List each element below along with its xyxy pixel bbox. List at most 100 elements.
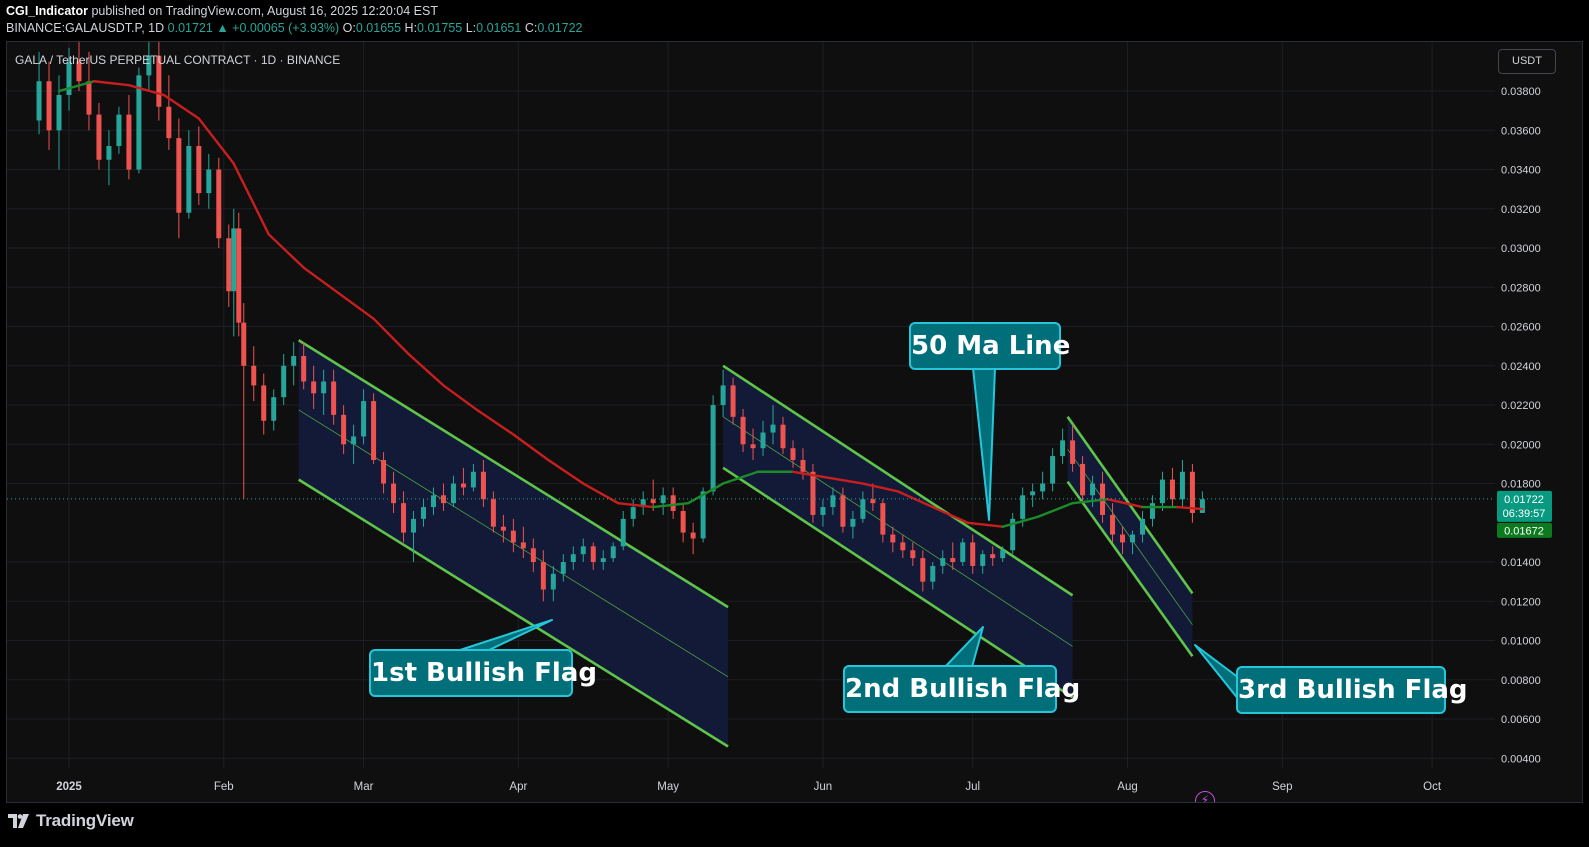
candle-body xyxy=(490,499,496,527)
candle-body xyxy=(570,554,576,563)
candle-body xyxy=(36,81,42,121)
candle-body xyxy=(186,146,192,213)
ma-50-segment xyxy=(302,266,340,295)
candle-body xyxy=(530,548,536,563)
candle-body xyxy=(1199,499,1205,513)
ma-50-segment xyxy=(92,80,131,87)
candle-body xyxy=(176,138,182,213)
ma-50-segment xyxy=(442,384,480,413)
ma-50-segment xyxy=(791,470,830,479)
ma-price-tag: 0.01672 xyxy=(1504,525,1544,537)
last-price-tag-bg xyxy=(1497,490,1552,522)
candle-body xyxy=(251,365,257,386)
candle-body xyxy=(46,81,52,131)
candle-body xyxy=(311,381,317,394)
ma-50-segment xyxy=(826,476,865,485)
y-tick-label: 0.02200 xyxy=(1501,400,1541,412)
candle-body xyxy=(341,414,347,445)
published-text: published on TradingView.com, August 16,… xyxy=(91,4,438,18)
candle-body xyxy=(480,471,486,500)
candle-body xyxy=(1189,471,1195,513)
candle-body xyxy=(910,550,916,559)
x-tick-label: Jul xyxy=(965,781,980,793)
x-tick-label: Sep xyxy=(1272,781,1292,793)
ma-50-segment xyxy=(547,458,585,485)
ma-50-segment xyxy=(407,352,445,387)
candle-body xyxy=(146,55,152,76)
candle-body xyxy=(66,61,72,95)
high-label: H: xyxy=(404,21,418,35)
ma-50-segment xyxy=(861,482,900,493)
last-price-tag: 0.01722 xyxy=(1504,494,1544,506)
y-tick-label: 0.00800 xyxy=(1501,675,1541,687)
low-label: L: xyxy=(465,21,477,35)
candle-body xyxy=(1080,463,1086,496)
close-value: 0.01722 xyxy=(537,21,583,35)
candle-body xyxy=(900,542,906,551)
author-name[interactable]: CGI_Indicator xyxy=(6,4,88,18)
candle-body xyxy=(76,61,82,82)
ma-50-segment xyxy=(721,470,760,485)
candle-body xyxy=(1110,514,1116,535)
candle-body xyxy=(106,146,112,160)
ma-50-segment xyxy=(232,162,270,236)
candle-body xyxy=(670,495,676,512)
candle-body xyxy=(1020,495,1026,519)
candle-body xyxy=(720,385,726,406)
candle-body xyxy=(231,228,237,292)
candle-body xyxy=(136,75,142,170)
candle-body xyxy=(970,542,976,566)
candle-body xyxy=(430,495,436,508)
candle-body xyxy=(810,471,816,515)
candle-body xyxy=(880,503,886,535)
candle-body xyxy=(930,565,936,582)
candle-body xyxy=(920,558,926,582)
y-tick-label: 0.02000 xyxy=(1501,439,1541,451)
candle-body xyxy=(301,355,307,382)
candle-body xyxy=(351,436,357,445)
candle-body xyxy=(830,495,836,508)
ma-50-segment xyxy=(477,409,515,436)
candle-body xyxy=(990,554,996,559)
candle-body xyxy=(800,459,806,472)
y-tick-label: 0.00400 xyxy=(1501,753,1541,765)
candle-body xyxy=(401,503,407,533)
ma-50-segment xyxy=(197,117,235,165)
candle-body xyxy=(271,397,277,421)
tradingview-logo[interactable]: TradingView xyxy=(8,811,134,831)
close-label: C: xyxy=(524,21,538,35)
flag-upper-line-1 xyxy=(297,339,729,609)
candle-body xyxy=(1070,440,1076,464)
x-tick-label: May xyxy=(657,781,679,793)
candle-body xyxy=(1050,456,1056,484)
ma-50-segment xyxy=(686,482,725,505)
high-value: 0.01755 xyxy=(417,21,463,35)
ma-50-segment xyxy=(1036,501,1074,519)
candle-body xyxy=(331,381,337,415)
candle-body xyxy=(630,507,636,519)
candle-body xyxy=(1120,534,1126,543)
price-chart[interactable]: 0.03800 0.03600 0.03400 0.03200 0.03000 0.028… xyxy=(7,42,1583,803)
candle-body xyxy=(196,146,202,194)
open-value: 0.01655 xyxy=(355,21,402,35)
y-tick-label: 0.03800 xyxy=(1501,86,1541,98)
candle-body xyxy=(156,55,162,107)
candle-body xyxy=(770,424,776,433)
candle-body xyxy=(780,424,786,449)
candle-body xyxy=(216,169,222,239)
candle-body xyxy=(381,459,387,484)
callout-flag-1: 1st Bullish Flag xyxy=(369,649,597,697)
ma-50-segment xyxy=(1176,505,1204,511)
ma-50-segment xyxy=(966,521,1004,528)
open-label: O: xyxy=(342,21,356,35)
candle-body xyxy=(700,491,706,539)
flag-lower-line-1 xyxy=(297,478,729,748)
candle-body xyxy=(206,169,212,194)
y-tick-label: 0.02600 xyxy=(1501,322,1541,334)
ma-50-segment xyxy=(931,505,969,524)
currency-button[interactable]: USDT xyxy=(1498,49,1556,74)
tradingview-logo-icon xyxy=(8,814,29,828)
candle-body xyxy=(1060,440,1066,457)
flag-lower-line-3 xyxy=(1066,480,1194,657)
chart-panel[interactable]: 0.03800 0.03600 0.03400 0.03200 0.03000 0.028… xyxy=(6,41,1583,803)
